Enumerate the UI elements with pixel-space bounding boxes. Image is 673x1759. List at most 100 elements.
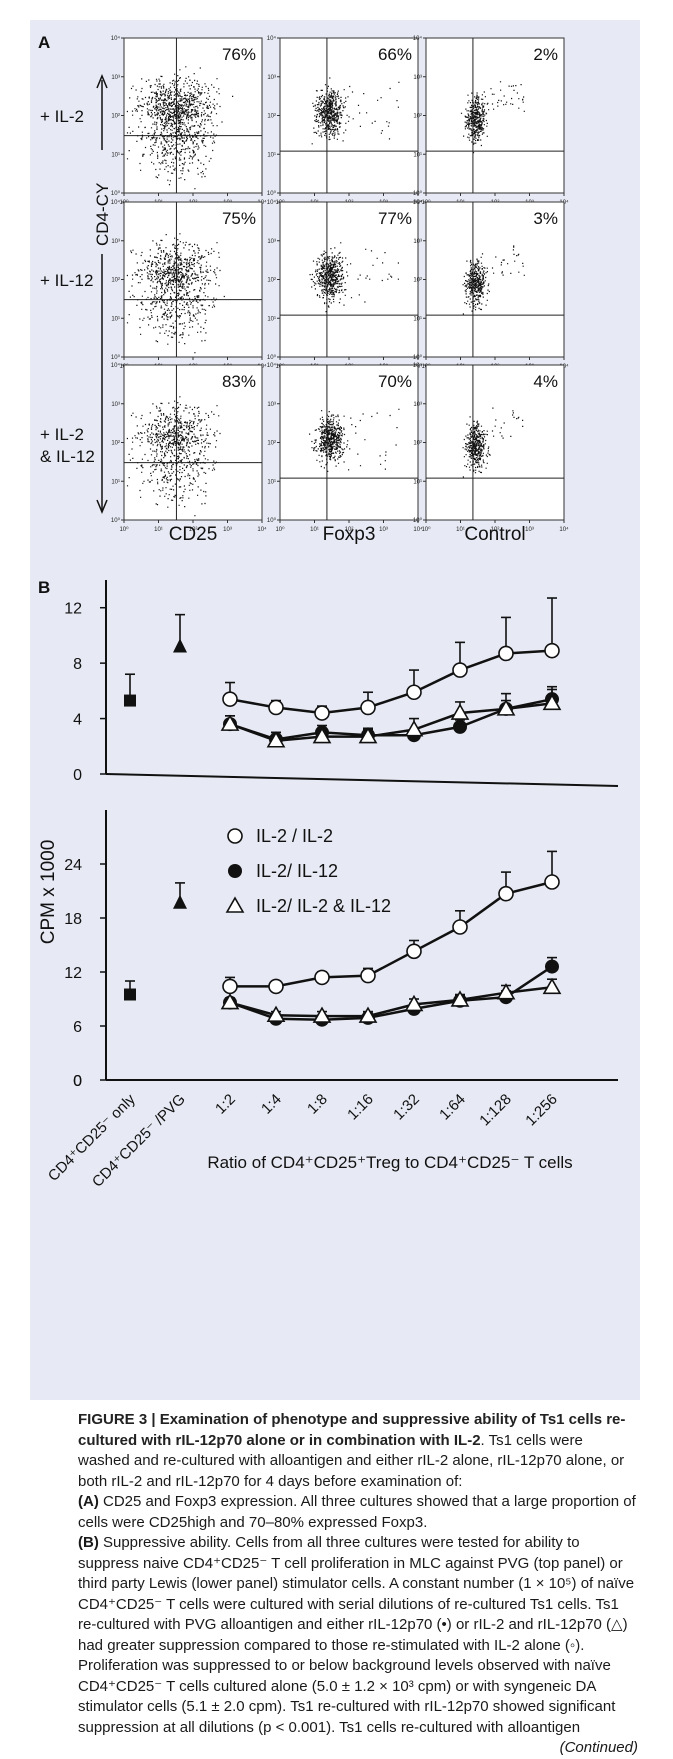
data-point <box>358 726 378 744</box>
data-point <box>404 994 424 1012</box>
row-label-il12: + IL-12 <box>40 271 93 290</box>
data-point <box>498 645 514 662</box>
data-point <box>544 874 560 890</box>
y-tick-label: 10³ <box>413 239 422 245</box>
x-category-label: 1:2 <box>212 1091 239 1118</box>
y-tick-label: 12 <box>64 965 82 982</box>
legend-label: IL-2/ IL-2 & IL-12 <box>256 896 391 916</box>
column-label-control: Control <box>464 524 525 545</box>
caption-b-text: Suppressive ability. Cells from all thre… <box>78 1534 635 1736</box>
caption-continued: (Continued) <box>559 1739 638 1756</box>
y-tick-label: 10² <box>111 278 120 284</box>
legend-item: IL-2 / IL-2 <box>227 826 333 846</box>
flow-plot-control-3: 10⁰ 10⁰ 10¹ 10¹ 10² 10² 10³ 10³ 10⁴ 10⁴ <box>413 362 569 533</box>
y-tick-label: 10⁰ <box>111 190 121 197</box>
figure-svg: A10⁰10⁰10¹10¹10²10²10³10³10⁴10⁴76%10⁰10⁰… <box>38 33 619 1191</box>
legend-item: IL-2/ IL-2 & IL-12 <box>225 896 391 916</box>
y-tick-label: 10³ <box>267 239 276 245</box>
y-tick-label: 10⁴ <box>267 362 277 369</box>
y-tick-label: 10² <box>413 114 422 120</box>
data-point <box>222 978 238 995</box>
figure-3: A10⁰10⁰10¹10¹10²10²10³10³10⁴10⁴76%10⁰10⁰… <box>30 20 640 1400</box>
x-category-label: 1:128 <box>476 1091 515 1130</box>
series-line <box>230 880 553 988</box>
data-point <box>406 943 422 960</box>
x-tick-label: 10⁴ <box>257 526 267 533</box>
x-tick-label: 10⁰ <box>119 526 129 533</box>
x-tick-label: 10³ <box>223 527 232 533</box>
column-label-foxp3: Foxp3 <box>323 524 376 545</box>
flow-events <box>460 81 525 154</box>
series-line <box>229 986 553 1018</box>
x-tick-label: 10¹ <box>154 527 163 533</box>
legend-marker <box>225 896 245 913</box>
flow-events <box>311 77 400 145</box>
y-tick-label: 10⁴ <box>111 35 121 42</box>
control-point <box>173 638 187 653</box>
axis-arrow-head-down <box>96 499 108 514</box>
data-point <box>312 726 332 744</box>
y-tick-label: 10⁰ <box>111 354 121 361</box>
y-tick-label: 10⁴ <box>267 35 277 42</box>
x-axis-title: Ratio of CD4⁺CD25⁺Treg to CD4⁺CD25⁻ T ce… <box>207 1153 572 1172</box>
y-tick-label: 10¹ <box>413 316 422 322</box>
data-point <box>453 719 467 734</box>
data-point <box>404 720 424 737</box>
flow-plot-frame <box>123 201 263 358</box>
gate-percentage: 77% <box>378 209 412 228</box>
data-point <box>542 693 562 711</box>
y-tick-label: 12 <box>64 601 82 618</box>
data-point <box>406 684 422 701</box>
x-category-label: CD4⁺CD25⁻ /PVG <box>89 1091 189 1191</box>
y-axis-label-cpm: CPM x 1000 <box>38 840 59 945</box>
y-tick-label: 10¹ <box>111 152 120 158</box>
y-tick-label: 10⁰ <box>413 517 423 524</box>
data-point <box>450 703 470 720</box>
y-tick-label: 6 <box>73 1019 82 1036</box>
data-point <box>542 977 562 995</box>
y-tick-label: 10¹ <box>267 316 276 322</box>
caption-a-text: CD25 and Foxp3 expression. All three cul… <box>78 1493 636 1531</box>
series-line <box>229 702 553 743</box>
flow-events <box>309 242 399 313</box>
y-tick-label: 10² <box>413 278 422 284</box>
y-tick-label: 0 <box>73 1073 82 1090</box>
data-point <box>220 992 240 1010</box>
x-tick-label: 10² <box>345 527 354 533</box>
chart-top-pvg: 0 4 8 12 <box>64 580 619 787</box>
legend-marker <box>228 864 242 878</box>
y-tick-label: 10¹ <box>267 479 276 485</box>
flow-plot-frame <box>425 201 565 358</box>
y-tick-label: 10⁴ <box>413 199 423 206</box>
y-tick-label: 10⁰ <box>413 354 423 361</box>
data-point <box>266 731 286 748</box>
x-tick-label: 10¹ <box>310 527 319 533</box>
x-category-label: CD4⁺CD25⁻ only <box>45 1090 139 1184</box>
y-tick-label: 0 <box>73 767 82 784</box>
y-tick-label: 10³ <box>413 75 422 81</box>
y-axis-label-cd4-cy: CD4-CY <box>93 183 112 246</box>
panel-a-label: A <box>38 33 50 52</box>
x-tick-label: 10⁰ <box>275 526 285 533</box>
x-tick-label: 10⁴ <box>413 526 423 533</box>
y-tick-label: 10² <box>111 441 120 447</box>
y-tick-label: 10¹ <box>111 479 120 485</box>
legend-label: IL-2 / IL-2 <box>256 826 333 846</box>
y-tick-label: 10¹ <box>267 152 276 158</box>
y-tick-label: 10³ <box>267 75 276 81</box>
gate-percentage: 3% <box>533 209 558 228</box>
column-label-cd25: CD25 <box>169 524 218 545</box>
flow-plot-frame <box>279 201 419 358</box>
y-tick-label: 10² <box>267 278 276 284</box>
y-tick-label: 4 <box>73 712 82 729</box>
caption-b-label: (B) <box>78 1534 99 1551</box>
data-point <box>220 714 240 731</box>
legend-marker <box>227 828 243 844</box>
flow-plot-foxp3-2: 10⁰ 10⁰ 10¹ 10¹ 10² 10² 10³ 10³ 10⁴ 10⁴ <box>267 199 423 370</box>
data-point <box>312 1006 332 1023</box>
chart-bottom-lewis: 0 6 12 18 24 <box>64 810 618 1090</box>
y-tick-label: 8 <box>73 656 82 673</box>
flow-plot-cd25-3: 10⁰ 10⁰ 10¹ 10¹ 10² 10² 10³ 10³ 10⁴ 10⁴ <box>111 362 267 533</box>
